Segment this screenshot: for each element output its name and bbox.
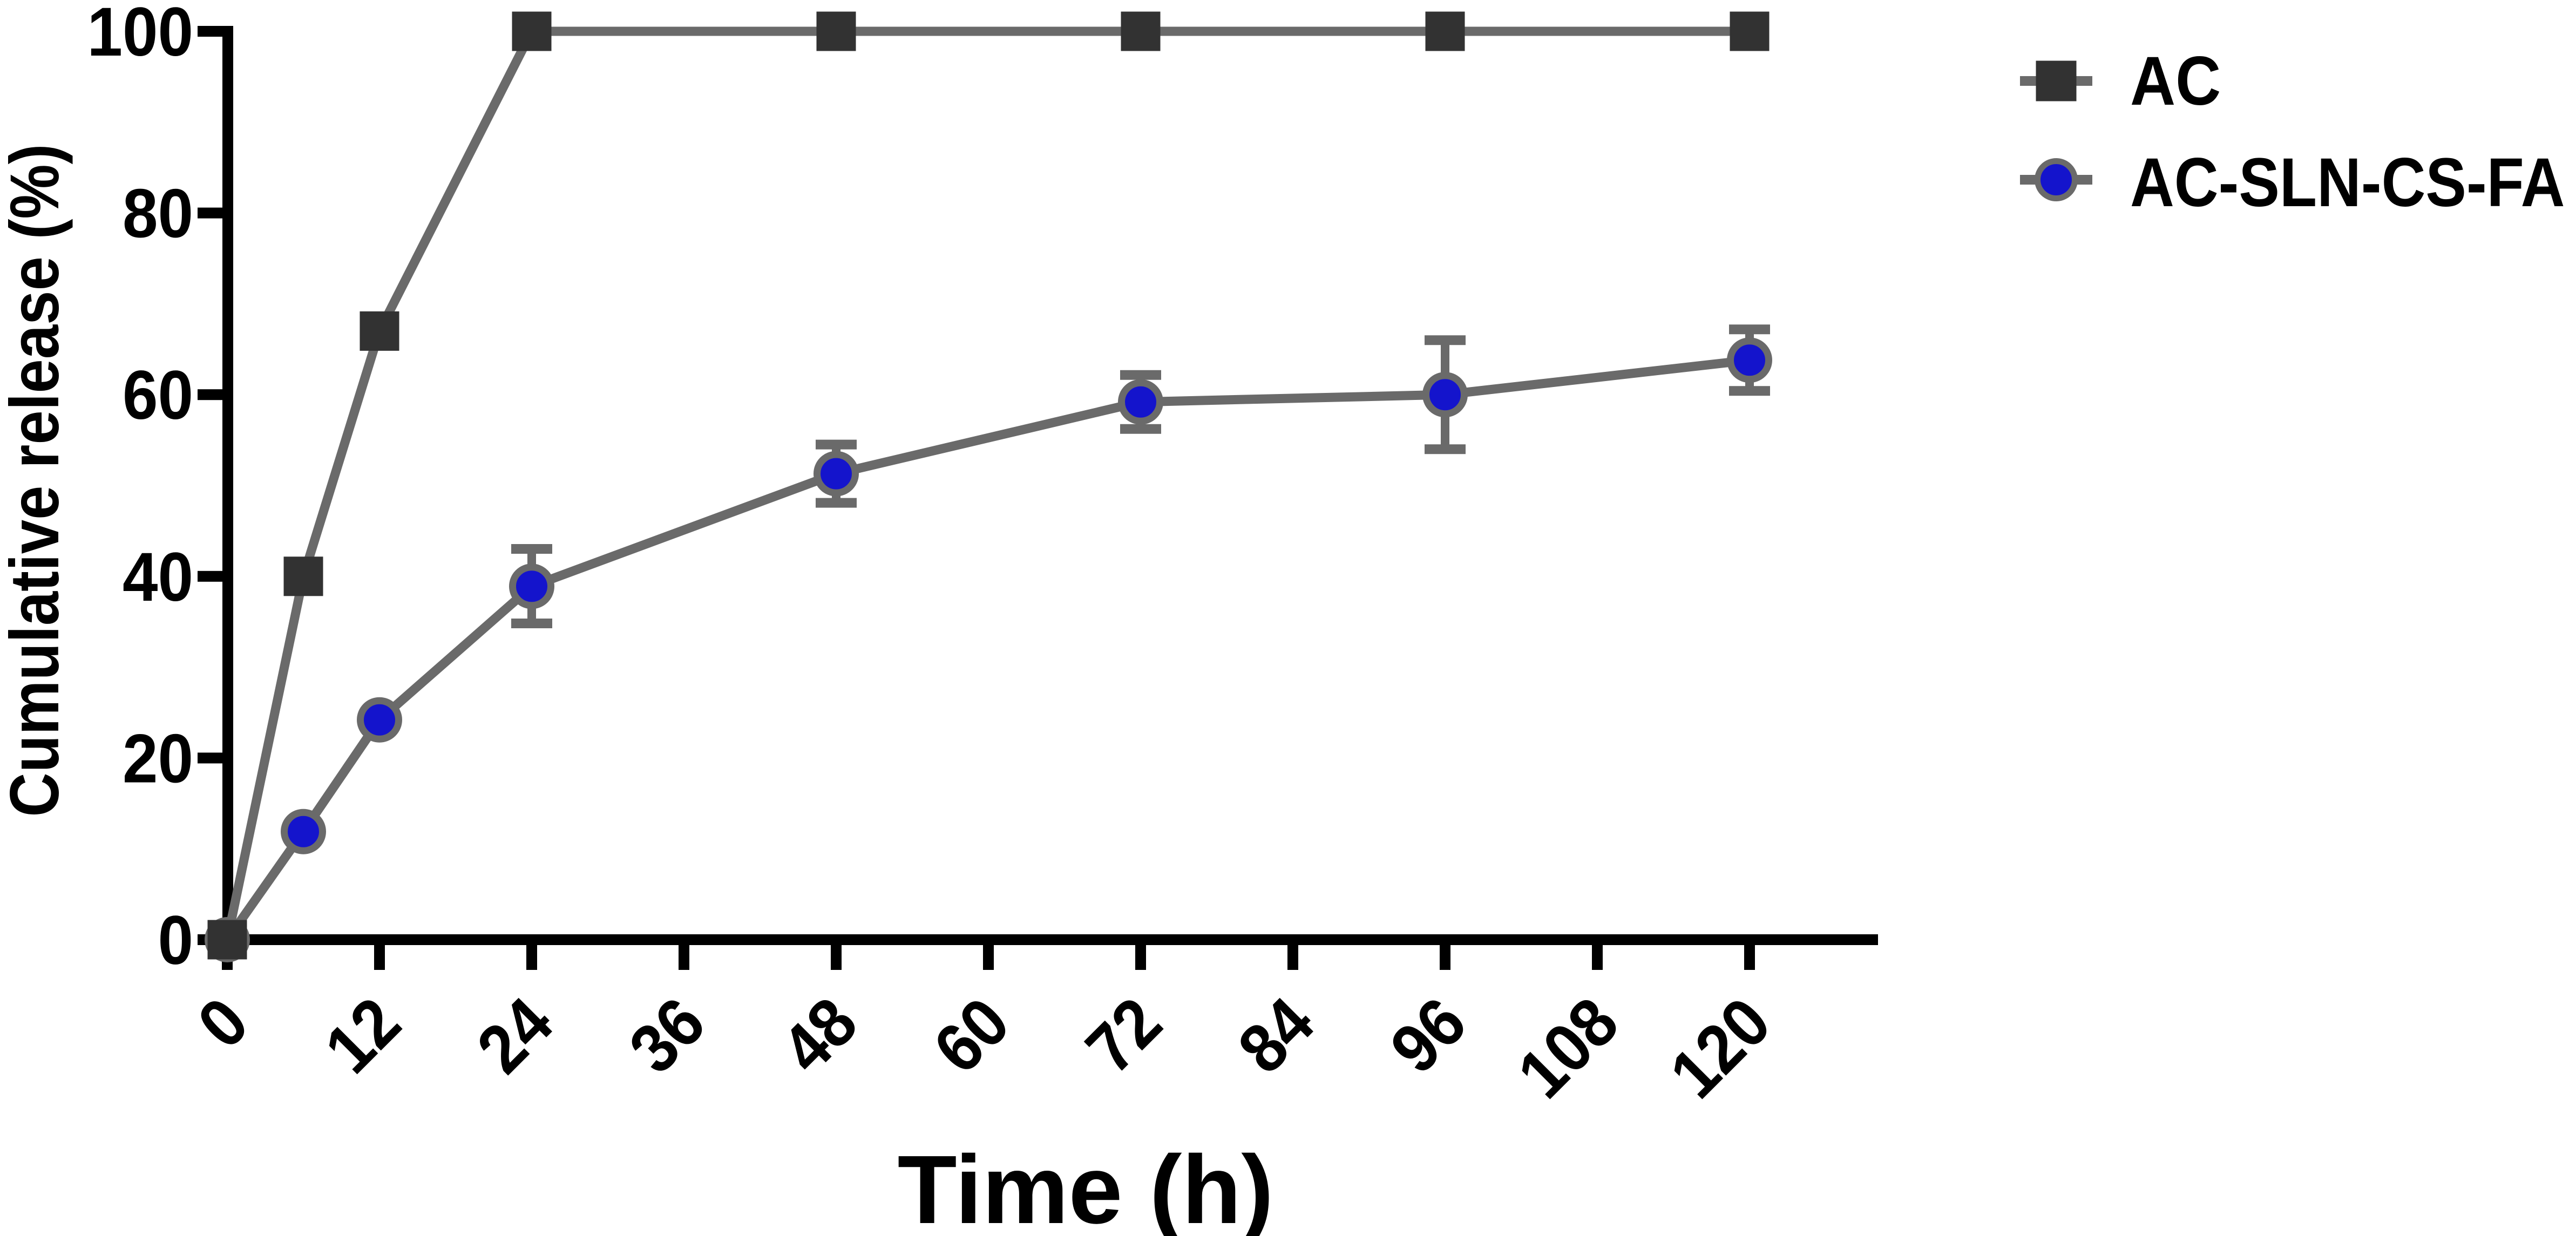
- svg-text:0: 0: [158, 902, 193, 980]
- svg-text:60: 60: [123, 357, 193, 434]
- svg-text:100: 100: [87, 0, 193, 71]
- svg-text:AC: AC: [2130, 42, 2221, 119]
- svg-text:Cumulative release (%): Cumulative release (%): [0, 144, 73, 817]
- svg-text:20: 20: [123, 721, 193, 798]
- svg-text:80: 80: [123, 175, 193, 253]
- svg-text:AC-SLN-CS-FA: AC-SLN-CS-FA: [2130, 144, 2565, 221]
- svg-text:40: 40: [123, 539, 193, 616]
- svg-text:Time (h): Time (h): [898, 1136, 1274, 1236]
